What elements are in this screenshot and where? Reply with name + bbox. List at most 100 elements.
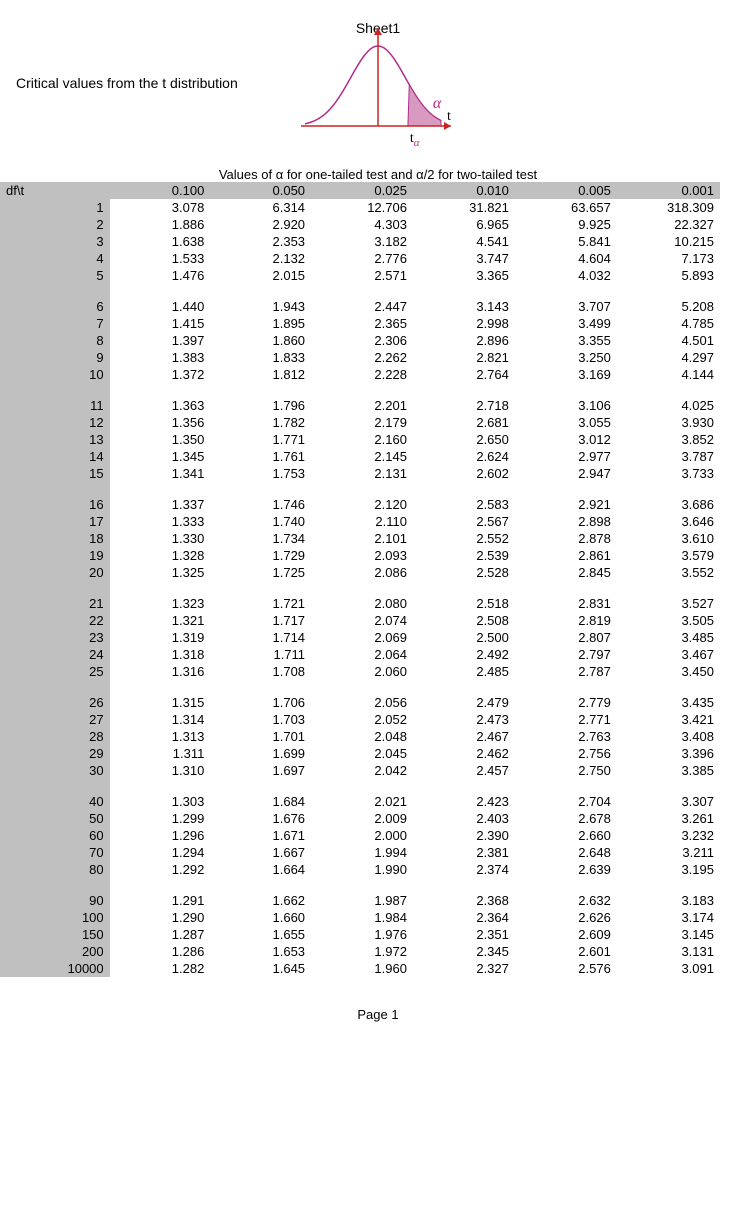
value-cell: 1.345: [110, 448, 211, 465]
value-cell: 1.943: [210, 298, 311, 315]
value-cell: 2.351: [413, 926, 515, 943]
value-cell: 2.602: [413, 465, 515, 482]
table-row: 151.3411.7532.1312.6022.9473.733: [0, 465, 720, 482]
value-cell: 2.977: [515, 448, 617, 465]
value-cell: 9.925: [515, 216, 617, 233]
value-cell: 1.286: [110, 943, 211, 960]
table-row: 61.4401.9432.4473.1433.7075.208: [0, 298, 720, 315]
value-cell: 3.435: [617, 694, 720, 711]
table-row: 261.3151.7062.0562.4792.7793.435: [0, 694, 720, 711]
value-cell: 2.764: [413, 366, 515, 383]
value-cell: 3.211: [617, 844, 720, 861]
value-cell: 1.697: [210, 762, 311, 779]
page-footer: Page 1: [0, 977, 756, 1022]
value-cell: 2.021: [311, 793, 413, 810]
value-cell: 4.303: [311, 216, 413, 233]
value-cell: 2.052: [311, 711, 413, 728]
df-cell: 16: [0, 496, 110, 513]
value-cell: 3.485: [617, 629, 720, 646]
top-area: Sheet1 Critical values from the t distri…: [0, 0, 756, 165]
value-cell: 1.664: [210, 861, 311, 878]
value-cell: 1.708: [210, 663, 311, 680]
distribution-curve-icon: αttα: [293, 28, 463, 148]
df-cell: 150: [0, 926, 110, 943]
table-row: 221.3211.7172.0742.5082.8193.505: [0, 612, 720, 629]
df-cell: 9: [0, 349, 110, 366]
value-cell: 4.144: [617, 366, 720, 383]
value-cell: 3.450: [617, 663, 720, 680]
value-cell: 1.699: [210, 745, 311, 762]
value-cell: 5.841: [515, 233, 617, 250]
value-cell: 3.505: [617, 612, 720, 629]
value-cell: 1.655: [210, 926, 311, 943]
value-cell: 2.609: [515, 926, 617, 943]
df-cell: 70: [0, 844, 110, 861]
df-cell: 8: [0, 332, 110, 349]
value-cell: 1.753: [210, 465, 311, 482]
table-row: 141.3451.7612.1452.6242.9773.787: [0, 448, 720, 465]
value-cell: 2.403: [413, 810, 515, 827]
value-cell: 3.686: [617, 496, 720, 513]
df-cell: 30: [0, 762, 110, 779]
value-cell: 2.771: [515, 711, 617, 728]
table-row: 201.3251.7252.0862.5282.8453.552: [0, 564, 720, 581]
table-header-row: df\t0.1000.0500.0250.0100.0050.001: [0, 182, 720, 199]
value-cell: 1.476: [110, 267, 211, 284]
value-cell: 2.074: [311, 612, 413, 629]
value-cell: 1.397: [110, 332, 211, 349]
df-cell: 7: [0, 315, 110, 332]
value-cell: 22.327: [617, 216, 720, 233]
value-cell: 2.228: [311, 366, 413, 383]
value-cell: 2.718: [413, 397, 515, 414]
value-cell: 3.707: [515, 298, 617, 315]
table-row: 81.3971.8602.3062.8963.3554.501: [0, 332, 720, 349]
value-cell: 3.396: [617, 745, 720, 762]
value-cell: 63.657: [515, 199, 617, 216]
table-row: 501.2991.6762.0092.4032.6783.261: [0, 810, 720, 827]
df-cell: 11: [0, 397, 110, 414]
table-row: 21.8862.9204.3036.9659.92522.327: [0, 216, 720, 233]
df-cell: 6: [0, 298, 110, 315]
value-cell: 2.492: [413, 646, 515, 663]
df-cell: 24: [0, 646, 110, 663]
df-cell: 60: [0, 827, 110, 844]
column-header: 0.050: [210, 182, 311, 199]
table-row: 251.3161.7082.0602.4852.7873.450: [0, 663, 720, 680]
df-cell: 3: [0, 233, 110, 250]
value-cell: 2.807: [515, 629, 617, 646]
table-row: 1001.2901.6601.9842.3642.6263.174: [0, 909, 720, 926]
value-cell: 1.282: [110, 960, 211, 977]
value-cell: 2.648: [515, 844, 617, 861]
value-cell: 2.650: [413, 431, 515, 448]
value-cell: 1.638: [110, 233, 211, 250]
value-cell: 1.653: [210, 943, 311, 960]
value-cell: 3.747: [413, 250, 515, 267]
value-cell: 1.701: [210, 728, 311, 745]
value-cell: 1.321: [110, 612, 211, 629]
value-cell: 2.086: [311, 564, 413, 581]
value-cell: 2.262: [311, 349, 413, 366]
value-cell: 2.779: [515, 694, 617, 711]
value-cell: 3.055: [515, 414, 617, 431]
value-cell: 2.947: [515, 465, 617, 482]
value-cell: 1.299: [110, 810, 211, 827]
value-cell: 1.761: [210, 448, 311, 465]
value-cell: 1.684: [210, 793, 311, 810]
value-cell: 1.316: [110, 663, 211, 680]
value-cell: 2.819: [515, 612, 617, 629]
value-cell: 2.776: [311, 250, 413, 267]
value-cell: 4.604: [515, 250, 617, 267]
value-cell: 2.042: [311, 762, 413, 779]
df-cell: 22: [0, 612, 110, 629]
value-cell: 4.025: [617, 397, 720, 414]
value-cell: 2.508: [413, 612, 515, 629]
value-cell: 2.704: [515, 793, 617, 810]
value-cell: 5.208: [617, 298, 720, 315]
value-cell: 1.667: [210, 844, 311, 861]
value-cell: 3.183: [617, 892, 720, 909]
value-cell: 2.552: [413, 530, 515, 547]
value-cell: 3.787: [617, 448, 720, 465]
value-cell: 1.740: [210, 513, 311, 530]
value-cell: 2.750: [515, 762, 617, 779]
value-cell: 1.711: [210, 646, 311, 663]
